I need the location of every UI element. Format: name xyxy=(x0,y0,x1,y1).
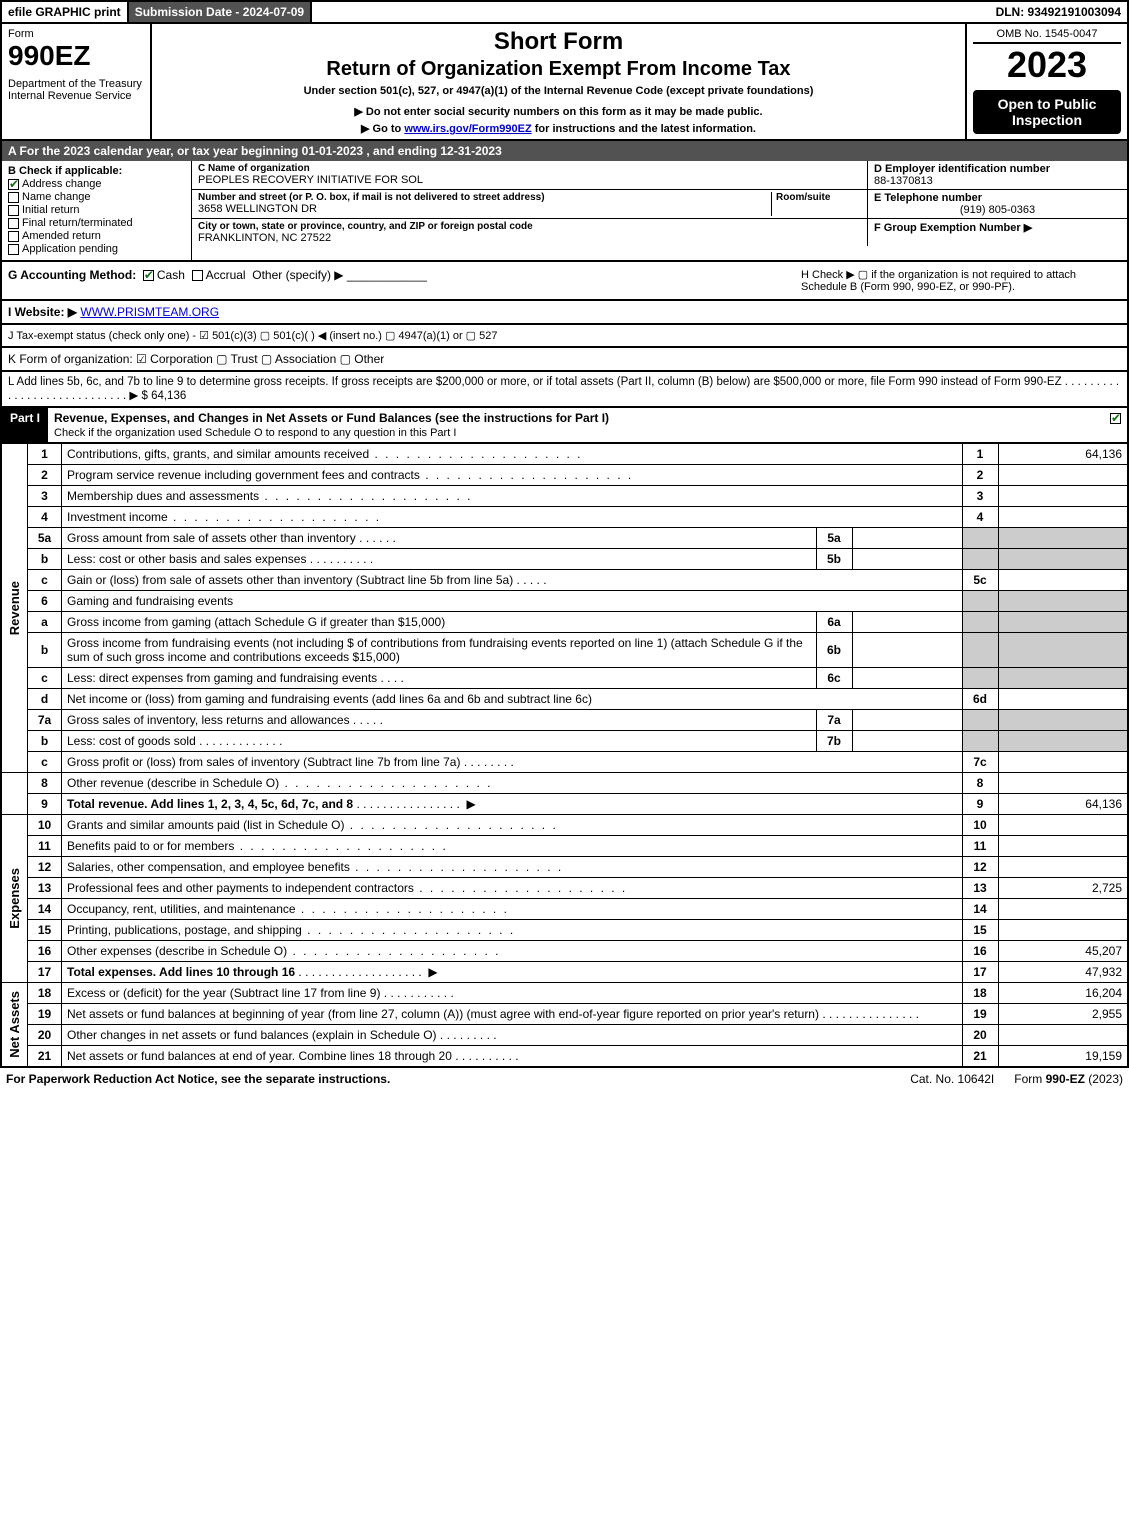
city: FRANKLINTON, NC 27522 xyxy=(198,232,861,244)
gh-row: G Accounting Method: Cash Accrual Other … xyxy=(0,262,1129,301)
revenue-side-label: Revenue xyxy=(7,577,22,639)
check-final-return[interactable]: Final return/terminated xyxy=(8,217,185,229)
form-word: Form xyxy=(8,28,144,40)
part1-checkbox[interactable] xyxy=(1107,408,1127,442)
goto-line: ▶ Go to www.irs.gov/Form990EZ for instru… xyxy=(160,122,957,135)
section-h: H Check ▶ ▢ if the organization is not r… xyxy=(801,268,1121,293)
section-k: K Form of organization: ☑ Corporation ▢ … xyxy=(0,348,1129,372)
room-label: Room/suite xyxy=(776,192,861,203)
netassets-side-label: Net Assets xyxy=(7,987,22,1062)
section-g: G Accounting Method: Cash Accrual Other … xyxy=(8,268,801,293)
line-num: 1 xyxy=(28,444,62,465)
footer-cat: Cat. No. 10642I xyxy=(910,1072,994,1086)
expenses-side-label: Expenses xyxy=(7,864,22,933)
main-title: Return of Organization Exempt From Incom… xyxy=(160,58,957,81)
footer-right: Form 990-EZ (2023) xyxy=(1014,1072,1123,1086)
f-group-label: F Group Exemption Number ▶ xyxy=(874,221,1121,234)
check-amended-return[interactable]: Amended return xyxy=(8,230,185,242)
goto-pre: ▶ Go to xyxy=(361,123,404,135)
group-exemption-cell: F Group Exemption Number ▶ xyxy=(867,219,1127,246)
tel-cell: E Telephone number (919) 805-0363 xyxy=(867,190,1127,218)
section-i: I Website: ▶ WWW.PRISMTEAM.ORG xyxy=(0,301,1129,325)
g-other: Other (specify) ▶ xyxy=(252,268,343,282)
check-address-change[interactable]: Address change xyxy=(8,178,185,190)
checkbox-icon[interactable] xyxy=(8,205,19,216)
telephone: (919) 805-0363 xyxy=(874,204,1121,216)
under-section: Under section 501(c), 527, or 4947(a)(1)… xyxy=(160,85,957,97)
b-label: B Check if applicable: xyxy=(8,165,185,177)
line-val: 64,136 xyxy=(998,444,1128,465)
i-label: I Website: ▶ xyxy=(8,305,77,319)
footer-left: For Paperwork Reduction Act Notice, see … xyxy=(6,1072,890,1086)
org-name-cell: C Name of organization PEOPLES RECOVERY … xyxy=(192,161,867,189)
city-cell: City or town, state or province, country… xyxy=(192,219,867,246)
check-application-pending[interactable]: Application pending xyxy=(8,243,185,255)
g-accrual: Accrual xyxy=(206,268,246,282)
form-number: 990EZ xyxy=(8,40,144,72)
header-right-block: OMB No. 1545-0047 2023 Open to Public In… xyxy=(967,24,1127,139)
street: 3658 WELLINGTON DR xyxy=(198,203,771,215)
omb-number: OMB No. 1545-0047 xyxy=(973,28,1121,44)
check-name-change[interactable]: Name change xyxy=(8,191,185,203)
goto-post: for instructions and the latest informat… xyxy=(532,123,756,135)
form-id-block: Form 990EZ Department of the Treasury In… xyxy=(2,24,152,139)
form-header: Form 990EZ Department of the Treasury In… xyxy=(0,24,1129,141)
checkbox-icon[interactable] xyxy=(192,270,203,281)
e-tel-label: E Telephone number xyxy=(874,192,1121,204)
org-name: PEOPLES RECOVERY INITIATIVE FOR SOL xyxy=(198,174,861,186)
part1-sub: Check if the organization used Schedule … xyxy=(54,427,456,439)
checkbox-icon[interactable] xyxy=(1110,413,1121,424)
checkbox-icon[interactable] xyxy=(143,270,154,281)
footer: For Paperwork Reduction Act Notice, see … xyxy=(0,1068,1129,1090)
short-form-label: Short Form xyxy=(160,28,957,56)
g-cash: Cash xyxy=(157,268,185,282)
checkbox-icon[interactable] xyxy=(8,192,19,203)
department: Department of the Treasury Internal Reve… xyxy=(8,78,144,102)
ein-cell: D Employer identification number 88-1370… xyxy=(867,161,1127,189)
efile-label[interactable]: efile GRAPHIC print xyxy=(2,2,129,22)
check-initial-return[interactable]: Initial return xyxy=(8,204,185,216)
l-amount: 64,136 xyxy=(151,390,186,402)
website-link[interactable]: WWW.PRISMTEAM.ORG xyxy=(80,305,219,319)
tax-year: 2023 xyxy=(973,44,1121,86)
checkbox-icon[interactable] xyxy=(8,244,19,255)
section-j: J Tax-exempt status (check only one) - ☑… xyxy=(0,325,1129,348)
part1-title: Revenue, Expenses, and Changes in Net As… xyxy=(48,408,1107,442)
info-block: B Check if applicable: Address change Na… xyxy=(0,161,1129,262)
section-b: B Check if applicable: Address change Na… xyxy=(2,161,192,260)
irs-link[interactable]: www.irs.gov/Form990EZ xyxy=(404,123,531,135)
part1-label: Part I xyxy=(2,408,48,442)
submission-date: Submission Date - 2024-07-09 xyxy=(129,2,312,22)
line-desc: Contributions, gifts, grants, and simila… xyxy=(67,447,369,461)
street-cell: Number and street (or P. O. box, if mail… xyxy=(192,190,867,218)
section-l: L Add lines 5b, 6c, and 7b to line 9 to … xyxy=(0,372,1129,408)
ssn-warning: ▶ Do not enter social security numbers o… xyxy=(160,105,957,118)
city-label: City or town, state or province, country… xyxy=(198,221,861,232)
c-name-label: C Name of organization xyxy=(198,163,861,174)
street-label: Number and street (or P. O. box, if mail… xyxy=(198,192,771,203)
ein: 88-1370813 xyxy=(874,175,1121,187)
d-ein-label: D Employer identification number xyxy=(874,163,1121,175)
section-cd: C Name of organization PEOPLES RECOVERY … xyxy=(192,161,1127,260)
checkbox-icon[interactable] xyxy=(8,231,19,242)
form-title-block: Short Form Return of Organization Exempt… xyxy=(152,24,967,139)
section-a: A For the 2023 calendar year, or tax yea… xyxy=(0,141,1129,161)
open-to-public: Open to Public Inspection xyxy=(973,90,1121,134)
g-label: G Accounting Method: xyxy=(8,268,136,282)
part1-header: Part I Revenue, Expenses, and Changes in… xyxy=(0,408,1129,444)
line-rnum: 1 xyxy=(962,444,998,465)
checkbox-icon[interactable] xyxy=(8,179,19,190)
dln: DLN: 93492191003094 xyxy=(990,2,1127,22)
checkbox-icon[interactable] xyxy=(8,218,19,229)
top-bar: efile GRAPHIC print Submission Date - 20… xyxy=(0,0,1129,24)
lines-table: Revenue 1 Contributions, gifts, grants, … xyxy=(0,444,1129,1068)
